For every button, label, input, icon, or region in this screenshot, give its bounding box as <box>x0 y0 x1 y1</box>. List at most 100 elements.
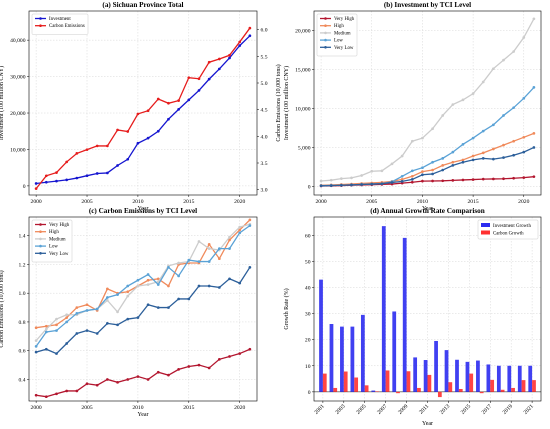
data-point <box>106 287 109 291</box>
bar <box>528 365 533 392</box>
data-point <box>319 179 323 183</box>
chart-panel-3: 2000 2005 2010 2015 2020 0.4 0.6 0.8 1.0 1.2 1.4 (c… <box>0 207 258 418</box>
data-point <box>136 375 140 378</box>
bar <box>465 361 470 392</box>
x-tick-label: 2021 <box>523 403 535 415</box>
x-tick-label: 2010 <box>132 405 143 411</box>
data-point <box>106 296 109 299</box>
data-point <box>532 86 536 89</box>
data-point <box>481 157 485 160</box>
series-line-high <box>321 132 535 186</box>
data-point <box>431 179 434 183</box>
data-point <box>65 342 69 345</box>
data-point <box>44 347 48 351</box>
y-tick-label: 0 <box>308 184 311 190</box>
legend-box <box>316 13 358 57</box>
data-point <box>65 160 69 164</box>
legend-label-very-high: Very High <box>49 223 70 228</box>
x-tick-label: 2020 <box>518 199 529 205</box>
bar <box>496 365 501 392</box>
data-point <box>431 172 434 176</box>
data-point <box>207 77 211 81</box>
x-tick-label: 2009 <box>397 403 409 415</box>
legend-marker <box>39 230 42 233</box>
data-point <box>146 278 150 282</box>
data-point <box>492 67 495 71</box>
data-point <box>350 176 353 180</box>
bar <box>333 387 338 392</box>
data-point <box>238 225 242 229</box>
bar <box>417 387 421 392</box>
data-point <box>217 57 221 61</box>
data-point <box>207 247 211 250</box>
data-point <box>167 117 170 121</box>
bar <box>354 377 359 392</box>
bar <box>423 360 428 392</box>
series-very-high <box>34 347 252 399</box>
data-point <box>217 286 221 289</box>
data-point <box>85 329 89 332</box>
y-tick-label: 10,000 <box>10 147 26 153</box>
data-point <box>156 306 160 309</box>
data-point <box>116 164 119 167</box>
data-point <box>238 44 242 47</box>
data-point <box>502 156 505 159</box>
data-point <box>471 178 475 181</box>
data-point <box>207 242 211 246</box>
data-point <box>177 297 180 301</box>
data-point <box>451 150 455 154</box>
legend-marker <box>39 223 42 226</box>
y-tick-label: 40 <box>305 285 311 291</box>
legend-label-carbon-emissions: Carbon Emissions <box>49 24 85 29</box>
y2-tick-label: 5.5 <box>261 54 268 60</box>
data-point <box>126 317 130 321</box>
y2-tick-label: 6.0 <box>261 28 268 34</box>
x-axis-label: Year <box>422 206 433 212</box>
data-point <box>34 345 38 348</box>
legend-box <box>477 219 539 240</box>
legend-label-high: High <box>49 230 59 235</box>
y-tick-label: 20,000 <box>10 111 26 117</box>
data-point <box>116 323 119 327</box>
data-point <box>65 178 69 182</box>
data-point <box>340 177 343 180</box>
bar <box>511 387 515 392</box>
x-tick-label: 2005 <box>81 199 92 205</box>
chart-title: (d) Annual Growth Rate Comparison <box>370 207 484 215</box>
data-point <box>197 284 201 288</box>
data-point <box>197 89 201 92</box>
data-point <box>55 323 58 327</box>
chart-title: (a) Sichuan Province Total <box>102 1 183 9</box>
data-point <box>156 129 160 133</box>
data-point <box>481 151 485 155</box>
data-point <box>116 128 119 132</box>
data-point <box>471 136 475 140</box>
x-tick-label: 2013 <box>439 403 451 415</box>
x-tick-label: 2003 <box>334 403 346 415</box>
data-point <box>380 169 384 173</box>
data-point <box>441 157 445 160</box>
data-point <box>207 284 211 288</box>
data-point <box>55 317 58 321</box>
series-medium <box>319 17 536 183</box>
data-point <box>421 136 424 140</box>
bar <box>322 373 327 392</box>
data-point <box>492 123 495 127</box>
data-point <box>390 162 394 166</box>
data-point <box>248 34 252 38</box>
y-tick-label: 30,000 <box>10 75 26 81</box>
y-tick-label: 1.4 <box>19 234 26 240</box>
data-point <box>400 178 404 181</box>
x-tick-label: 2015 <box>183 405 194 411</box>
y-axis-label: Investment (100 million CNY) <box>283 66 290 140</box>
data-point <box>390 181 394 184</box>
data-point <box>34 393 38 397</box>
data-point <box>492 157 495 161</box>
chart-panel-2: 2000 2005 2010 2015 2020 0 5,000 10,000 15,000 20… <box>283 1 542 212</box>
data-point <box>167 101 170 105</box>
plot-frame <box>313 216 542 402</box>
y-tick-label: 1.0 <box>19 291 26 297</box>
bar <box>396 391 400 394</box>
data-point <box>177 261 180 265</box>
data-point <box>65 316 69 319</box>
